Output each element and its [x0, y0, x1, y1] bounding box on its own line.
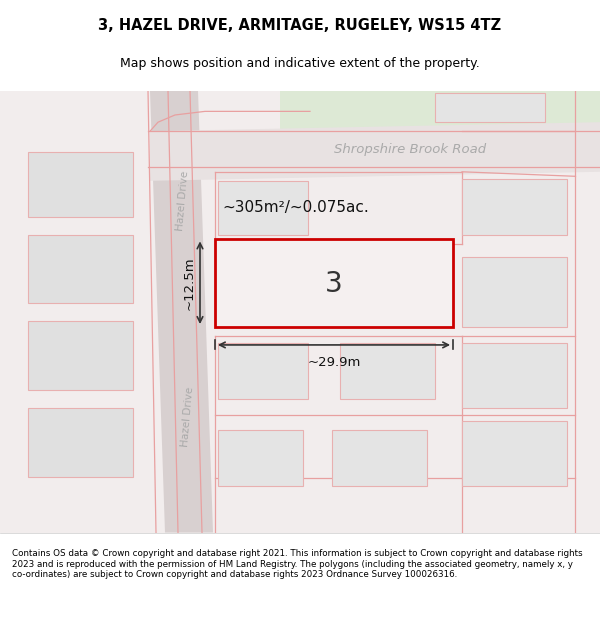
Text: ~305m²/~0.075ac.: ~305m²/~0.075ac.	[222, 201, 369, 216]
Text: Hazel Drive: Hazel Drive	[181, 387, 196, 448]
FancyBboxPatch shape	[28, 152, 133, 217]
FancyBboxPatch shape	[218, 181, 308, 235]
FancyBboxPatch shape	[435, 93, 545, 122]
FancyBboxPatch shape	[218, 343, 308, 399]
Polygon shape	[150, 91, 213, 532]
FancyBboxPatch shape	[332, 430, 427, 486]
FancyBboxPatch shape	[462, 179, 567, 235]
FancyBboxPatch shape	[462, 421, 567, 486]
Text: 3, HAZEL DRIVE, ARMITAGE, RUGELEY, WS15 4TZ: 3, HAZEL DRIVE, ARMITAGE, RUGELEY, WS15 …	[98, 18, 502, 33]
FancyBboxPatch shape	[462, 256, 567, 327]
Text: 3: 3	[325, 269, 343, 298]
Polygon shape	[0, 91, 600, 532]
FancyBboxPatch shape	[28, 321, 133, 390]
FancyBboxPatch shape	[218, 430, 303, 486]
FancyBboxPatch shape	[215, 239, 453, 327]
FancyBboxPatch shape	[28, 235, 133, 302]
Text: Shropshire Brook Road: Shropshire Brook Road	[334, 142, 486, 156]
FancyBboxPatch shape	[340, 343, 435, 399]
FancyBboxPatch shape	[248, 253, 383, 314]
Text: Hazel Drive: Hazel Drive	[175, 170, 191, 231]
FancyBboxPatch shape	[28, 408, 133, 477]
Text: ~12.5m: ~12.5m	[183, 256, 196, 309]
Text: Map shows position and indicative extent of the property.: Map shows position and indicative extent…	[120, 57, 480, 70]
FancyBboxPatch shape	[462, 343, 567, 408]
Text: Contains OS data © Crown copyright and database right 2021. This information is : Contains OS data © Crown copyright and d…	[12, 549, 583, 579]
Text: ~29.9m: ~29.9m	[307, 356, 361, 369]
Polygon shape	[150, 122, 600, 181]
Polygon shape	[280, 91, 600, 154]
